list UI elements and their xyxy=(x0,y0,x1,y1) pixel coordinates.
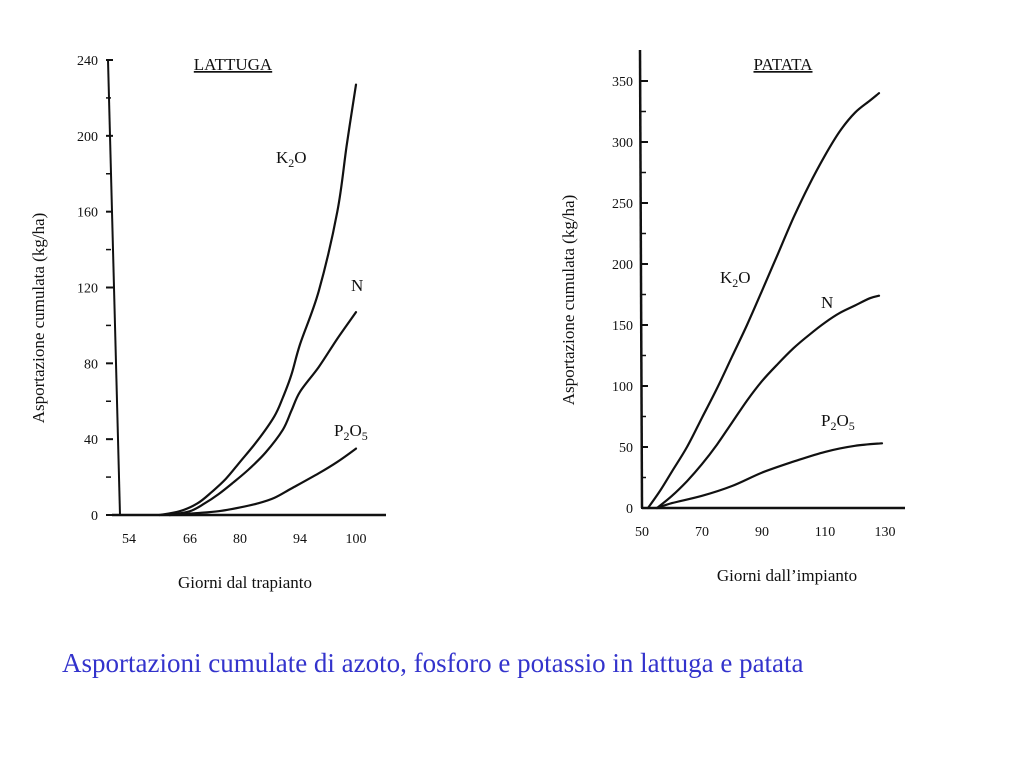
patata-y-tick-label: 350 xyxy=(612,75,633,90)
patata-series-line-k2o xyxy=(646,92,881,510)
patata-y-axis-label: Asportazione cumulata (kg/ha) xyxy=(559,195,578,406)
patata-label-p2o5-sub: 2 xyxy=(830,419,836,433)
lattuga-label-k2o: K2O xyxy=(276,148,307,170)
patata-label-p2o5-sub2: 5 xyxy=(849,419,855,433)
lattuga-label-n: N xyxy=(351,276,363,295)
patata-series-lines xyxy=(646,92,884,510)
patata-x-tick-label: 130 xyxy=(875,525,896,540)
lattuga-y-ticks: 0 40 80 120 160 200 240 xyxy=(77,54,113,524)
lattuga-series-lines xyxy=(158,83,358,517)
lattuga-label-p2o5: P2O5 xyxy=(334,421,368,443)
lattuga-y-axis-label: Asportazione cumulata (kg/ha) xyxy=(29,213,48,424)
lattuga-series-line-n xyxy=(168,311,358,517)
lattuga-label-p2o5-sub: 2 xyxy=(343,429,349,443)
patata-label-n: N xyxy=(821,293,833,312)
patata-y-tick-label: 300 xyxy=(612,136,633,151)
lattuga-x-ticks: 54 66 80 94 100 xyxy=(122,532,367,547)
patata-series-line-n xyxy=(655,294,881,510)
lattuga-label-k2o-sub: 2 xyxy=(288,156,294,170)
patata-y-tick-label: 0 xyxy=(626,502,633,517)
lattuga-y-tick-label: 160 xyxy=(77,206,98,221)
lattuga-label-n-main: N xyxy=(351,276,363,295)
lattuga-y-tick-label: 200 xyxy=(77,130,98,145)
lattuga-y-tick-label: 240 xyxy=(77,54,98,69)
lattuga-y-tick-label: 0 xyxy=(91,509,98,524)
lattuga-x-axis-label: Giorni dal trapianto xyxy=(178,573,312,592)
patata-y-tick-label: 250 xyxy=(612,197,633,212)
lattuga-y-tick-label: 80 xyxy=(84,357,98,372)
patata-x-ticks: 50 70 90 110 130 xyxy=(635,525,896,540)
patata-y-tick-label: 150 xyxy=(612,319,633,334)
patata-y-tick-label: 100 xyxy=(612,380,633,395)
lattuga-x-tick-label: 66 xyxy=(183,532,197,547)
lattuga-label-k2o-tail: O xyxy=(294,148,306,167)
lattuga-x-tick-label: 100 xyxy=(346,532,367,547)
lattuga-x-tick-label: 54 xyxy=(122,532,136,547)
lattuga-label-p2o5-sub2: 5 xyxy=(362,429,368,443)
patata-label-k2o-tail: O xyxy=(738,268,750,287)
patata-x-tick-label: 110 xyxy=(815,525,835,540)
patata-label-p2o5-tail: O xyxy=(836,411,848,430)
lattuga-y-tick-label: 40 xyxy=(84,433,98,448)
patata-y-ticks: 0 50 100 150 200 250 300 350 xyxy=(612,75,648,517)
patata-label-k2o-sub: 2 xyxy=(732,276,738,290)
lattuga-label-k2o-main: K xyxy=(276,148,289,167)
patata-series-line-p2o5 xyxy=(655,442,884,510)
patata-x-tick-label: 90 xyxy=(755,525,769,540)
lattuga-y-tick-label: 120 xyxy=(77,282,98,297)
patata-label-k2o-main: K xyxy=(720,268,733,287)
patata-label-p2o5: P2O5 xyxy=(821,411,855,433)
lattuga-x-tick-label: 80 xyxy=(233,532,247,547)
lattuga-x-tick-label: 94 xyxy=(293,532,307,547)
slide-caption: Asportazioni cumulate di azoto, fosforo … xyxy=(62,648,804,678)
lattuga-series-line-p2o5 xyxy=(168,447,358,517)
lattuga-series-line-k2o xyxy=(158,83,358,517)
patata-chart-title: PATATA xyxy=(753,55,813,74)
patata-label-n-main: N xyxy=(821,293,833,312)
patata-label-k2o: K2O xyxy=(720,268,751,290)
patata-label-p2o5-main: P xyxy=(821,411,830,430)
patata-y-tick-label: 50 xyxy=(619,441,633,456)
lattuga-chart: LATTUGA 0 40 80 120 160 200 240 54 66 80 94 100 Gi… xyxy=(29,54,386,592)
patata-y-axis xyxy=(638,49,644,509)
lattuga-label-p2o5-main: P xyxy=(334,421,343,440)
patata-y-tick-label: 200 xyxy=(612,258,633,273)
patata-x-tick-label: 70 xyxy=(695,525,709,540)
patata-x-tick-label: 50 xyxy=(635,525,649,540)
lattuga-label-p2o5-tail: O xyxy=(349,421,361,440)
patata-x-axis-label: Giorni dall’impianto xyxy=(717,566,857,585)
lattuga-chart-title: LATTUGA xyxy=(194,55,273,74)
